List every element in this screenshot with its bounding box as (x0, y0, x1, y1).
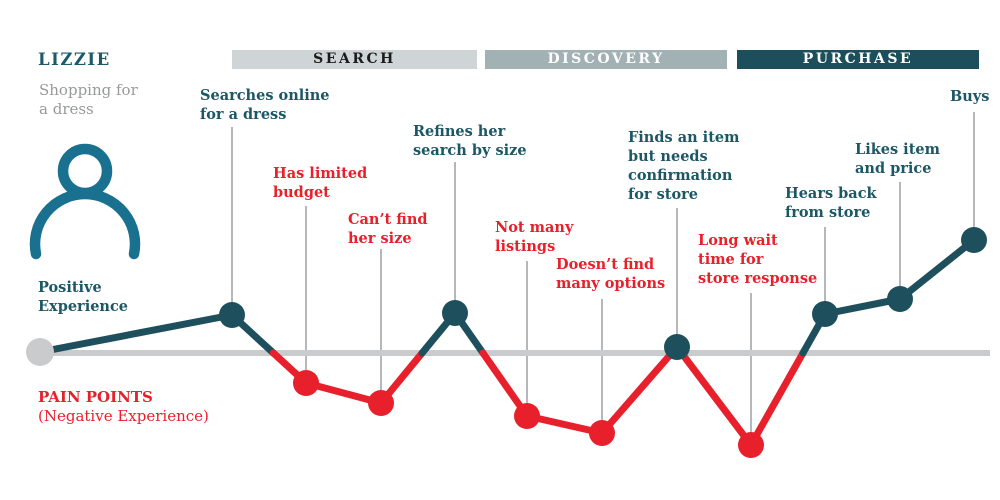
annotation-label-hears-back-from-store: Hears back from store (785, 185, 877, 221)
annotation-label-cant-find-her-size: Can’t find her size (348, 211, 428, 247)
persona-description: Shopping for a dress (39, 81, 138, 119)
journey-segment (747, 349, 807, 449)
phase-header-search: SEARCH (232, 50, 477, 69)
journey-point-cant-find-her-size (368, 390, 394, 416)
journey-point-doesnt-find-many-options (589, 420, 615, 446)
annotation-label-long-wait-time-for-store-response: Long wait time for store response (698, 232, 818, 287)
journey-point-start (26, 338, 54, 366)
phase-header-discovery: DISCOVERY (485, 50, 727, 69)
journey-segment (678, 349, 755, 449)
positive-experience-line: Experience (38, 298, 129, 315)
journey-segment (598, 349, 676, 437)
annotation-label-doesnt-find-many-options: Doesn’t find many options (556, 256, 666, 292)
journey-segment (36, 311, 236, 356)
persona-name: LIZZIE (38, 50, 111, 69)
pain-points-label: PAIN POINTS (38, 388, 153, 406)
persona-description-line: Shopping for (39, 81, 138, 99)
positive-experience-label: Positive Experience (38, 278, 128, 316)
annotation-label-finds-item-needs-confirmation: Finds an item but needs confirmation for… (628, 129, 740, 203)
journey-point-likes-item-and-price (887, 286, 913, 312)
journey-point-refines-search-by-size (442, 300, 468, 326)
annotation-label-searches-online: Searches online for a dress (200, 87, 330, 123)
annotation-label-not-many-listings: Not many listings (495, 219, 574, 255)
positive-experience-line: Positive (38, 279, 102, 296)
journey-point-hears-back-from-store (812, 301, 838, 327)
persona-description-line: a dress (39, 100, 94, 118)
annotation-label-buys: Buys (950, 88, 990, 105)
annotation-label-refines-search-by-size: Refines her search by size (413, 123, 527, 159)
phase-header-purchase: PURCHASE (737, 50, 979, 69)
annotation-label-likes-item-and-price: Likes item and price (855, 141, 940, 177)
journey-point-has-limited-budget (293, 370, 319, 396)
person-icon (29, 143, 141, 260)
pain-points-sublabel: (Negative Experience) (38, 407, 209, 425)
journey-point-not-many-listings (514, 403, 540, 429)
journey-segment (896, 236, 978, 303)
annotation-label-has-limited-budget: Has limited budget (273, 165, 368, 201)
journey-point-finds-item-needs-confirmation (664, 334, 690, 360)
journey-point-searches-online (219, 302, 245, 328)
journey-point-buys (961, 227, 987, 253)
journey-point-long-wait-time-for-store-response (738, 432, 764, 458)
